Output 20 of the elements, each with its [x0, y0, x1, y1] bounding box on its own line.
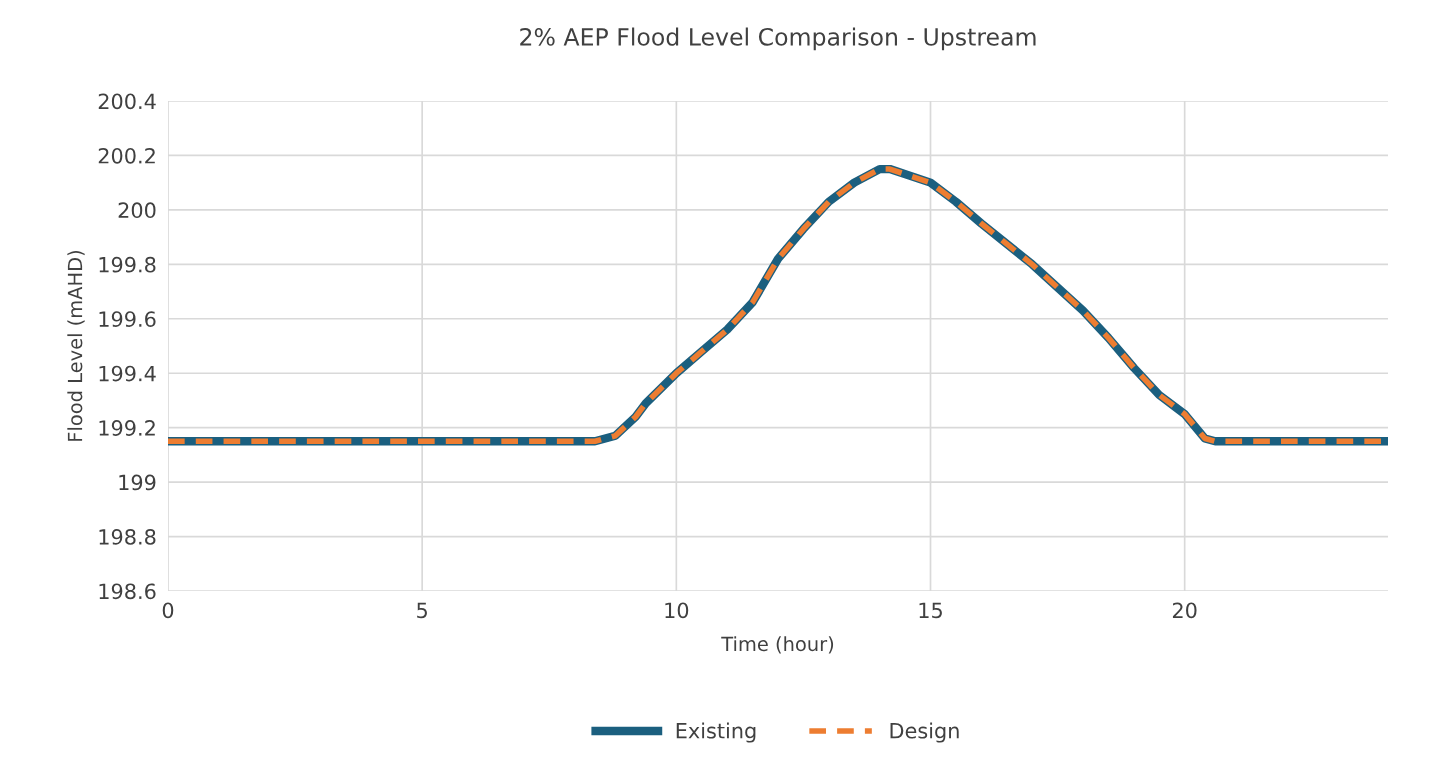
chart-title: 2% AEP Flood Level Comparison - Upstream — [520, 27, 1036, 51]
x-tick-label: 20 — [1172, 602, 1197, 619]
y-tick-label: 199.8 — [99, 256, 156, 273]
y-axis-title: Flood Level (mAHD) — [67, 250, 85, 441]
x-axis-title: Time (hour) — [721, 636, 834, 654]
x-tick-label: 15 — [919, 602, 942, 619]
legend-label: Design — [890, 722, 959, 743]
x-tick-label: 5 — [417, 602, 427, 619]
y-tick-label: 199.2 — [99, 420, 155, 436]
y-tick-label: 200.4 — [98, 93, 156, 110]
x-tick-label: 0 — [162, 602, 174, 619]
y-tick-label: 198.6 — [99, 583, 156, 600]
y-tick-label: 199 — [119, 474, 156, 491]
y-tick-label: 200.2 — [98, 147, 155, 164]
y-tick-label: 199.6 — [99, 311, 156, 327]
y-tick-label: 199.4 — [99, 365, 156, 382]
y-tick-label: 200 — [118, 202, 156, 219]
legend-label: Existing — [676, 722, 756, 743]
y-tick-label: 198.8 — [99, 529, 156, 545]
x-tick-label: 10 — [665, 602, 689, 619]
